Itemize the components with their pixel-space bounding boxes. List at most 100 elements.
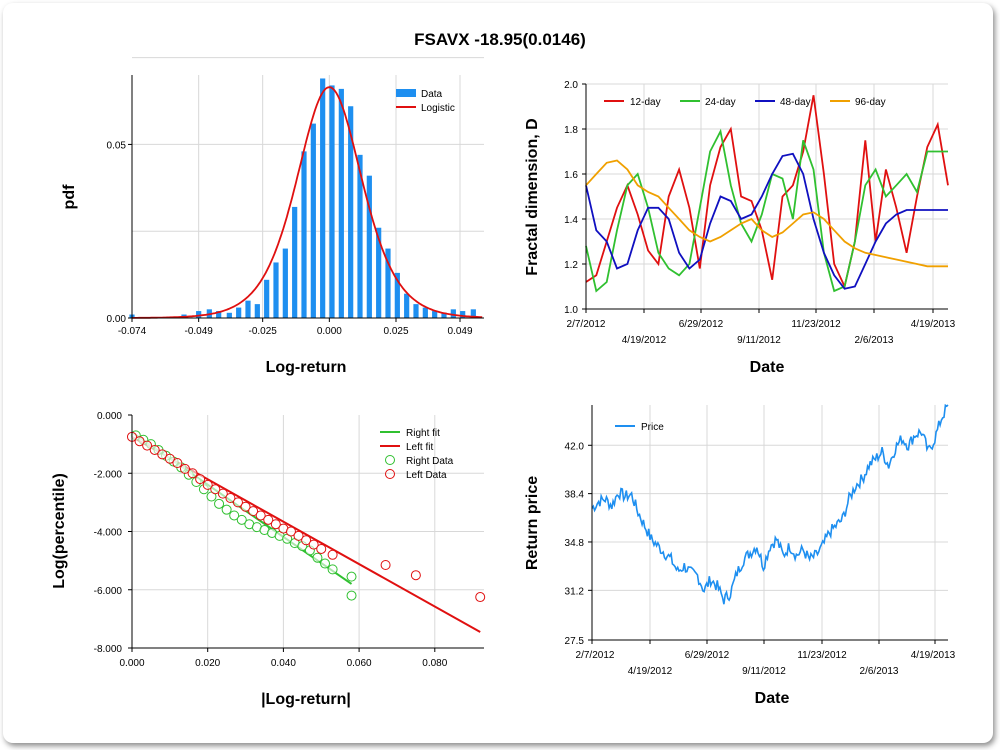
left-data-point xyxy=(232,497,243,508)
left-data-point xyxy=(293,530,304,541)
x-tick-label: 11/23/2012 xyxy=(797,650,847,661)
hist-logistic-curve xyxy=(132,86,483,319)
legend-label-12day: 12-day xyxy=(630,97,661,108)
tail-yticks: 0.000 -2.000 -4.000 -6.000 -8.000 xyxy=(94,411,132,655)
left-data-point xyxy=(410,570,421,581)
hist-bar xyxy=(282,248,288,318)
y-tick-label: 34.8 xyxy=(565,538,585,549)
price-xticks: 2/7/2012 6/29/2012 11/23/2012 4/19/2013 4/19… xyxy=(576,640,956,677)
left-data-point xyxy=(327,549,338,560)
y-tick-label: -8.000 xyxy=(94,644,123,655)
y-tick-label: 0.000 xyxy=(97,411,122,422)
hist-bar xyxy=(441,312,447,318)
left-data-point xyxy=(172,458,183,469)
tail-ylabel: Log(percentile) xyxy=(51,473,68,589)
y-tick-label: 1.2 xyxy=(564,260,578,271)
hist-bar xyxy=(357,154,363,318)
x-tick-label: 0.025 xyxy=(383,326,408,337)
fd-xticks: 2/7/2012 6/29/2012 11/23/2012 4/19/2013 4/19… xyxy=(567,309,956,346)
tail-xlabel: |Log-return| xyxy=(261,691,351,708)
left-data-point xyxy=(202,479,213,490)
hist-bar xyxy=(366,175,372,318)
y-tick-label: 0.05 xyxy=(107,140,127,151)
legend-label-96day: 96-day xyxy=(855,97,886,108)
left-data-point xyxy=(187,468,198,479)
tail-legend: Right fit Left fit Right Data Left Data xyxy=(380,428,454,481)
left-data-point xyxy=(195,474,206,485)
legend-label-price: Price xyxy=(641,422,664,433)
right-data-point xyxy=(346,590,357,601)
left-data-point xyxy=(380,559,391,570)
legend-label-right-data: Right Data xyxy=(406,456,454,467)
y-tick-label: 1.6 xyxy=(564,170,578,181)
x-tick-label: 0.000 xyxy=(317,326,342,337)
legend-label-left-fit: Left fit xyxy=(406,442,433,453)
left-data-point xyxy=(240,501,251,512)
fd-yticks: 1.0 1.2 1.4 1.6 1.8 2.0 xyxy=(564,80,586,316)
left-data-point xyxy=(164,453,175,464)
x-tick-label: 0.080 xyxy=(422,658,447,669)
y-tick-label: 42.0 xyxy=(565,441,585,452)
left-data-point xyxy=(149,444,160,455)
x-tick-label: -0.074 xyxy=(118,326,147,337)
x-tick-label: 0.049 xyxy=(447,326,472,337)
x-tick-label: 4/19/2013 xyxy=(911,319,956,330)
left-data-point xyxy=(270,519,281,530)
y-tick-label: 0.00 xyxy=(107,314,127,325)
price-xlabel: Date xyxy=(755,690,790,707)
price-ylabel: Return price xyxy=(524,476,541,570)
hist-bar xyxy=(404,293,410,318)
y-tick-label: 2.0 xyxy=(564,80,578,91)
hist-xlabel: Log-return xyxy=(266,359,347,376)
tail-points xyxy=(127,430,486,633)
x-tick-label: 0.040 xyxy=(271,658,296,669)
legend-swatch-data xyxy=(396,89,416,97)
left-data-point xyxy=(301,535,312,546)
legend-swatch-right-data xyxy=(385,455,395,465)
hist-bar xyxy=(264,279,270,318)
left-data-point xyxy=(134,436,145,447)
hist-legend: Data Logistic xyxy=(396,89,455,114)
fd-lines xyxy=(585,95,949,293)
left-data-point xyxy=(217,488,228,499)
hist-yticks: 0.00 0.05 xyxy=(107,140,132,325)
x-tick-label: 11/23/2012 xyxy=(791,319,841,330)
x-tick-label: 9/11/2012 xyxy=(737,335,781,346)
y-tick-label: 1.4 xyxy=(564,215,578,226)
hist-bar xyxy=(338,88,344,318)
price-line xyxy=(591,403,949,605)
hist-bar xyxy=(273,262,279,318)
hist-bars xyxy=(129,78,476,319)
legend-label-left-data: Left Data xyxy=(406,470,447,481)
right-data-point xyxy=(346,571,357,582)
x-tick-label: 2/7/2012 xyxy=(576,650,615,661)
right-data-point xyxy=(229,510,240,521)
y-tick-label: 1.8 xyxy=(564,125,578,136)
fd-series-line xyxy=(585,95,949,290)
hist-bar xyxy=(460,311,466,318)
left-data-point xyxy=(142,440,153,451)
x-tick-label: 0.020 xyxy=(195,658,220,669)
y-tick-label: 38.4 xyxy=(565,490,585,501)
left-data-point xyxy=(210,484,221,495)
price-legend: Price xyxy=(615,422,664,433)
price-yticks: 27.5 31.2 34.8 38.4 42.0 xyxy=(565,441,592,647)
fd-ylabel: Fractal dimension, D xyxy=(524,118,541,275)
y-tick-label: -2.000 xyxy=(94,469,123,480)
x-tick-label: 2/6/2013 xyxy=(860,666,899,677)
hist-bar xyxy=(292,206,298,318)
hist-bar xyxy=(432,311,438,318)
hist-bar xyxy=(320,78,326,318)
x-tick-label: 2/7/2012 xyxy=(567,319,606,330)
x-tick-label: 9/11/2012 xyxy=(742,666,786,677)
right-data-point xyxy=(312,552,323,563)
y-tick-label: 1.0 xyxy=(564,305,578,316)
tail-xticks: 0.000 0.020 0.040 0.060 0.080 xyxy=(119,648,448,669)
right-data-point xyxy=(327,564,338,575)
left-data-point xyxy=(285,526,296,537)
right-data-point xyxy=(320,558,331,569)
fractal-panel: 1.0 1.2 1.4 1.6 1.8 2.0 2/7/2012 6/29/2012 11/2… xyxy=(524,80,956,376)
hist-ylabel: pdf xyxy=(61,184,78,210)
hist-bar xyxy=(422,307,428,318)
